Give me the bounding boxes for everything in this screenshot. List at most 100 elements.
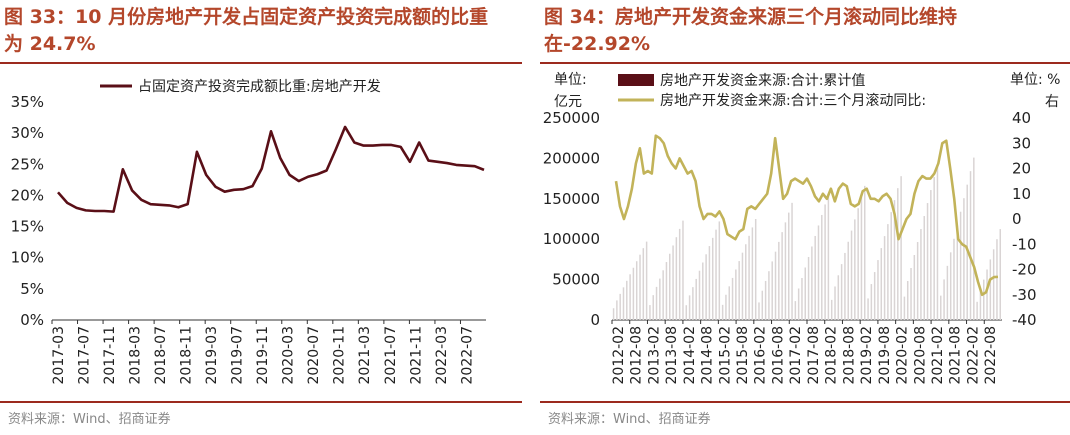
left-chart-panel: 图 33：10 月份房地产开发占固定资产投资完成额的比重为 24.7% 占固定资… xyxy=(0,0,522,435)
bar xyxy=(910,268,912,320)
bar xyxy=(675,237,678,320)
y-right-tick-label: 20 xyxy=(1012,160,1031,178)
bar xyxy=(692,287,694,320)
bar xyxy=(678,228,681,320)
x-tick-label-right: 2012-02 xyxy=(611,326,627,385)
bar xyxy=(655,286,658,320)
right-unit-label: 单位: % xyxy=(1010,72,1060,88)
bar xyxy=(893,200,896,320)
bar xyxy=(949,252,952,320)
bar xyxy=(877,260,879,320)
y-right-tick-label: 0 xyxy=(1012,210,1022,228)
bar xyxy=(837,275,840,320)
x-tick-label-left: 2020-11 xyxy=(332,326,348,385)
bar xyxy=(887,224,889,320)
y-tick-label-left: 15% xyxy=(11,218,44,236)
source-note-left: 资料来源：Wind、招商证券 xyxy=(8,412,171,427)
right-unit-label-2: 右 xyxy=(1045,94,1059,110)
x-tick-label-left: 2020-07 xyxy=(306,326,322,385)
x-tick-label-right: 2022-02 xyxy=(965,326,981,385)
y-right-tick-label: -20 xyxy=(1012,261,1037,279)
bar xyxy=(622,287,625,320)
x-tick-label-left: 2022-07 xyxy=(459,326,475,385)
bar xyxy=(705,254,707,320)
x-tick-label-right: 2020-08 xyxy=(912,326,928,385)
bar xyxy=(963,198,965,320)
bar xyxy=(804,267,807,320)
y-right-tick-label: -10 xyxy=(1012,235,1037,253)
bar xyxy=(612,308,615,320)
bar xyxy=(811,246,813,320)
x-tick-label-right: 2013-02 xyxy=(646,326,662,385)
x-tick-label-right: 2016-02 xyxy=(753,326,769,385)
bar xyxy=(817,225,820,320)
x-tick-label-right: 2021-08 xyxy=(948,326,964,385)
bar xyxy=(764,280,767,320)
bar xyxy=(771,261,773,320)
bar xyxy=(662,270,664,320)
y-left-tick-label: 200000 xyxy=(543,149,600,167)
bar xyxy=(761,290,764,320)
y-tick-label-left: 20% xyxy=(11,186,44,204)
bar xyxy=(635,261,638,320)
bar xyxy=(900,176,902,320)
bar xyxy=(873,272,876,320)
bar xyxy=(827,193,830,320)
x-tick-label-right: 2017-02 xyxy=(788,326,804,385)
bar xyxy=(725,294,727,320)
bar xyxy=(824,204,826,320)
bar xyxy=(821,214,823,320)
chart-title-right: 图 34：房地产开发资金来源三个月滚动同比维持在-22.92% xyxy=(544,6,958,55)
bar xyxy=(906,281,909,320)
bar xyxy=(797,288,800,320)
bar xyxy=(936,164,939,320)
bar xyxy=(850,230,853,320)
bar xyxy=(807,256,810,320)
bar xyxy=(996,239,998,320)
x-tick-label-right: 2013-08 xyxy=(664,326,680,385)
bar xyxy=(857,208,859,320)
bar xyxy=(652,295,654,320)
bar xyxy=(999,229,1002,320)
legend-label-bar: 房地产开发资金来源:合计:累计值 xyxy=(660,73,865,89)
right-chart-panel: 图 34：房地产开发资金来源三个月滚动同比维持在-22.92% 单位: 亿元 单位:… xyxy=(540,0,1070,435)
bar xyxy=(781,232,783,320)
series-line-right xyxy=(614,134,999,297)
x-tick-label-right: 2016-08 xyxy=(770,326,786,385)
bar xyxy=(940,295,942,320)
x-tick-label-left: 2019-03 xyxy=(204,326,220,385)
bar xyxy=(979,289,982,320)
x-tick-label-right: 2019-08 xyxy=(877,326,893,385)
x-tick-label-left: 2021-07 xyxy=(383,326,399,385)
bar xyxy=(669,253,671,320)
x-tick-label-right: 2017-08 xyxy=(806,326,822,385)
left-unit-label-2: 亿元 xyxy=(554,94,582,110)
bar xyxy=(698,270,701,320)
bar xyxy=(619,293,621,320)
bar xyxy=(711,237,714,320)
y-left-tick-label: 0 xyxy=(590,311,600,329)
x-tick-label-left: 2017-11 xyxy=(102,326,118,385)
bar xyxy=(685,305,688,320)
bar xyxy=(632,267,635,320)
y-tick-label-left: 10% xyxy=(11,249,44,267)
bar xyxy=(973,157,975,320)
bar xyxy=(870,284,873,320)
bar xyxy=(880,248,883,320)
bar xyxy=(642,248,645,320)
bar xyxy=(639,254,641,320)
title-divider-left xyxy=(0,62,522,64)
bar xyxy=(883,236,886,320)
bar xyxy=(844,252,846,320)
y-tick-label-left: 25% xyxy=(11,155,44,173)
x-tick-label-right: 2014-02 xyxy=(682,326,698,385)
footer-divider-left xyxy=(0,401,522,403)
bar xyxy=(688,295,691,320)
source-note-right: 资料来源：Wind、招商证券 xyxy=(548,412,711,427)
series-line-left xyxy=(57,125,485,213)
y-right-tick-label: 30 xyxy=(1012,134,1031,152)
legend-label-line: 房地产开发资金来源:合计:三个月滚动同比: xyxy=(660,92,926,109)
bar xyxy=(774,251,777,320)
bar xyxy=(649,305,651,320)
bar xyxy=(864,185,866,320)
